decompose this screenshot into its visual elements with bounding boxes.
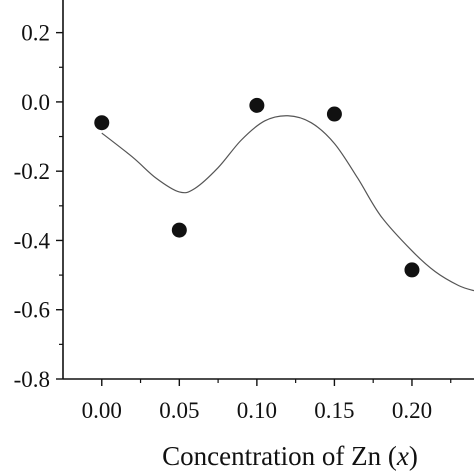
y-tick-label: -0.4 (14, 228, 51, 253)
y-tick-label: 0.0 (21, 90, 50, 115)
fit-curve (101, 115, 474, 292)
plot-area (94, 97, 474, 292)
x-axis-title-text: Concentration of Zn ( (162, 441, 397, 471)
x-tick-label: 0.20 (392, 398, 432, 423)
x-tick-label: 0.00 (82, 398, 122, 423)
x-tick-label: 0.10 (237, 398, 277, 423)
data-point (94, 115, 110, 131)
y-tick-label: -0.6 (14, 298, 50, 323)
y-tick-label: 0.2 (21, 21, 50, 46)
data-point (404, 262, 420, 278)
axes: 0.2 0.0 -0.2 -0.4 -0.6 -0.8 0.00 0.05 0.10 0.15 0.… (14, 0, 474, 423)
y-tick-label: -0.8 (14, 367, 50, 392)
x-tick-label: 0.05 (159, 398, 199, 423)
x-axis-title: Concentration of Zn (x) (162, 441, 418, 471)
y-tick-label: -0.2 (14, 159, 50, 184)
x-axis-title-variable: x (396, 441, 409, 471)
x-tick-label: 0.15 (314, 398, 354, 423)
data-point (249, 97, 265, 113)
data-point (326, 106, 342, 122)
x-axis-title-close: ) (409, 441, 418, 471)
data-point (171, 222, 187, 238)
